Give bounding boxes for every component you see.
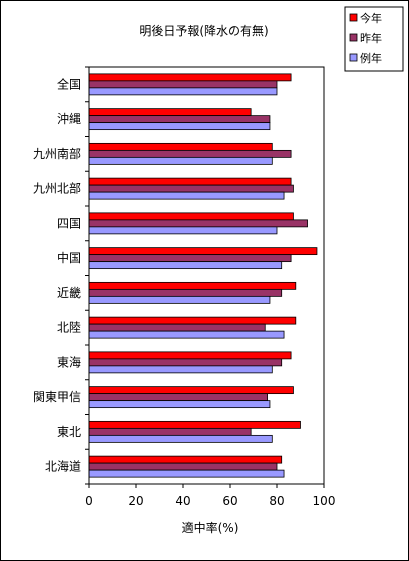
bar-今年-全国 [88, 73, 292, 82]
bar-例年-北陸 [88, 330, 285, 339]
x-tick-label: 40 [175, 494, 190, 508]
category-label: 九州北部 [33, 181, 81, 196]
category-label: 四国 [57, 216, 81, 230]
bar-昨年-全国 [88, 80, 278, 89]
x-tick-label: 0 [85, 494, 93, 508]
bar-今年-四国 [88, 212, 294, 221]
category-label: 全国 [57, 76, 81, 91]
bar-昨年-四国 [88, 219, 308, 228]
category-label: 東北 [57, 425, 81, 439]
bar-例年-関東甲信 [88, 400, 271, 409]
bar-例年-沖縄 [88, 122, 271, 131]
bar-昨年-近畿 [88, 288, 283, 297]
bar-例年-全国 [88, 87, 278, 96]
plot-border [88, 66, 325, 485]
bar-例年-九州南部 [88, 156, 273, 165]
category-label: 関東甲信 [33, 390, 81, 404]
bar-昨年-沖縄 [88, 115, 271, 124]
legend-label: 今年 [360, 11, 382, 25]
bar-昨年-九州南部 [88, 149, 292, 158]
bar-今年-東北 [88, 420, 301, 429]
bar-例年-四国 [88, 226, 278, 235]
bar-昨年-北海道 [88, 462, 278, 471]
x-tick-label: 80 [269, 494, 284, 508]
category-label: 中国 [57, 250, 81, 265]
bar-昨年-中国 [88, 254, 292, 263]
x-axis-title: 適中率(%) [182, 520, 239, 535]
bar-昨年-東海 [88, 358, 283, 367]
bar-昨年-東北 [88, 427, 252, 436]
category-label: 北陸 [57, 321, 81, 335]
legend-swatch-昨年 [349, 33, 358, 42]
plot-background [89, 67, 324, 484]
legend-swatch-今年 [349, 13, 358, 22]
bar-例年-東北 [88, 434, 273, 443]
bar-今年-東海 [88, 351, 292, 360]
bar-今年-関東甲信 [88, 386, 294, 395]
bar-今年-北海道 [88, 455, 283, 464]
bar-昨年-関東甲信 [88, 393, 269, 402]
bar-例年-東海 [88, 365, 273, 374]
legend-swatch-例年 [349, 53, 358, 62]
category-label: 沖縄 [57, 111, 81, 126]
category-label: 北海道 [45, 459, 81, 474]
bar-例年-中国 [88, 261, 283, 270]
category-label: 九州南部 [33, 146, 81, 161]
x-tick-label: 60 [222, 494, 237, 508]
bar-例年-九州北部 [88, 191, 285, 200]
bar-今年-九州南部 [88, 142, 273, 151]
bar-例年-北海道 [88, 469, 285, 478]
bar-昨年-北陸 [88, 323, 266, 332]
chart-title: 明後日予報(降水の有無) [139, 23, 268, 38]
x-tick-label: 100 [313, 494, 336, 508]
bar-昨年-九州北部 [88, 184, 294, 193]
bar-今年-沖縄 [88, 108, 252, 117]
bar-今年-北陸 [88, 316, 297, 325]
legend-label: 例年 [360, 51, 382, 65]
category-label: 東海 [57, 354, 81, 369]
bar-例年-近畿 [88, 295, 271, 304]
legend-label: 昨年 [360, 31, 382, 45]
bar-今年-中国 [88, 247, 318, 256]
bar-今年-九州北部 [88, 177, 292, 186]
bar-今年-近畿 [88, 281, 297, 290]
x-tick-label: 20 [128, 494, 143, 508]
category-label: 近畿 [57, 286, 81, 300]
